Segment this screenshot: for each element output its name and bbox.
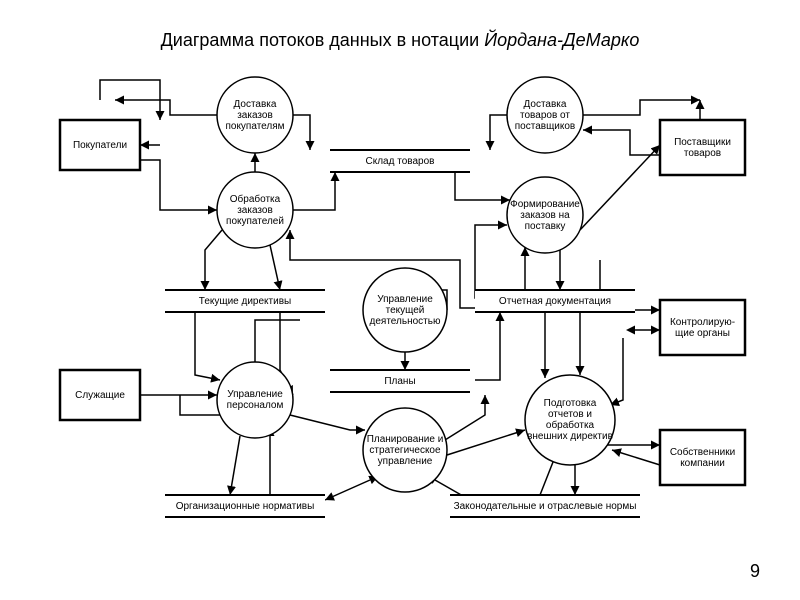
edge — [612, 450, 660, 465]
edge — [230, 436, 240, 495]
edge — [205, 230, 222, 290]
edge — [540, 462, 553, 495]
entity-buyers — [60, 120, 140, 170]
edge — [490, 115, 507, 150]
dfd-diagram: ПокупателиПоставщики товаровКонтролирую-… — [0, 0, 800, 600]
process-plan_strat — [363, 408, 447, 492]
edge — [475, 225, 507, 298]
edge — [583, 100, 700, 115]
process-reports_prep — [525, 375, 615, 465]
edge — [180, 395, 220, 415]
edge — [475, 312, 500, 380]
edge — [445, 395, 485, 440]
edge — [255, 320, 300, 362]
process-manage_curr — [363, 268, 447, 352]
entity-controllers — [660, 300, 745, 355]
process-deliv_buyers — [217, 77, 293, 153]
svg-layer — [0, 0, 800, 600]
edge — [195, 310, 220, 380]
process-form_supply — [507, 177, 583, 253]
entity-staff — [60, 370, 140, 420]
process-proc_orders — [217, 172, 293, 248]
edge — [290, 415, 365, 430]
edge — [140, 160, 217, 210]
edge — [610, 338, 623, 405]
entity-owners — [660, 430, 745, 485]
entity-suppliers — [660, 120, 745, 175]
edge — [583, 130, 660, 155]
edge — [447, 430, 525, 455]
process-deliv_supp — [507, 77, 583, 153]
edge — [293, 172, 335, 210]
edge — [455, 172, 510, 200]
page-number: 9 — [750, 561, 760, 582]
edge — [325, 480, 370, 500]
process-hr — [217, 362, 293, 438]
edge — [270, 245, 280, 290]
edge — [580, 145, 660, 230]
edge — [115, 100, 217, 115]
edge — [293, 115, 310, 150]
